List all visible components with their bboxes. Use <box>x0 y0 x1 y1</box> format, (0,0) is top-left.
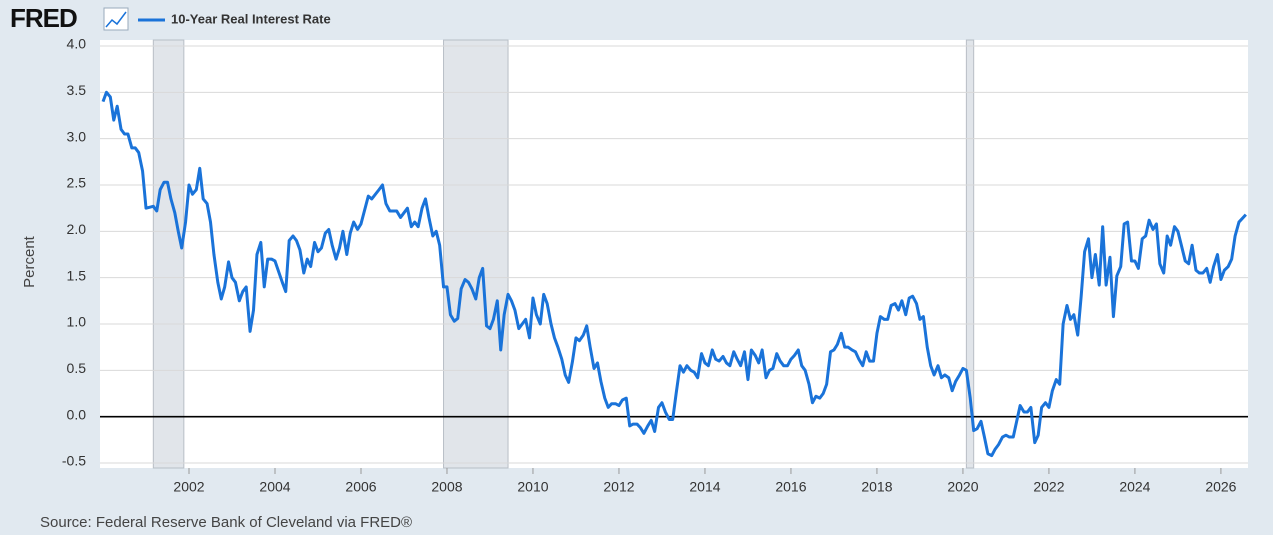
y-tick-label: 0.0 <box>67 406 87 422</box>
y-tick-label: -0.5 <box>62 453 86 469</box>
y-tick-label: 1.5 <box>67 267 87 283</box>
x-tick-label: 2016 <box>775 479 806 495</box>
x-tick-label: 2018 <box>861 479 892 495</box>
y-tick-label: 1.0 <box>67 314 87 330</box>
x-tick-label: 2020 <box>947 479 978 495</box>
x-tick-label: 2002 <box>173 479 204 495</box>
plot-area <box>100 40 1248 468</box>
x-tick-label: 2014 <box>689 479 720 495</box>
series-line <box>101 90 1247 458</box>
x-tick-label: 2022 <box>1033 479 1064 495</box>
recession-band <box>152 39 185 469</box>
recession-band <box>443 39 509 469</box>
y-tick-label: 3.0 <box>67 128 87 144</box>
y-tick-label: 2.5 <box>67 175 87 191</box>
y-axis-label: Percent <box>21 235 38 288</box>
x-tick-label: 2008 <box>431 479 462 495</box>
legend-label: 10-Year Real Interest Rate <box>171 11 331 26</box>
x-tick-label: 2026 <box>1205 479 1236 495</box>
x-tick-label: 2004 <box>259 479 290 495</box>
logo-icon <box>103 7 129 31</box>
x-tick-label: 2012 <box>603 479 634 495</box>
logo[interactable]: FRED <box>10 3 78 33</box>
x-tick-label: 2006 <box>345 479 376 495</box>
y-tick-label: 2.0 <box>67 221 87 237</box>
y-tick-label: 0.5 <box>67 360 87 376</box>
y-tick-label: 4.0 <box>67 36 87 52</box>
y-tick-label: 3.5 <box>67 82 87 98</box>
source: Source: Federal Reserve Bank of Clevelan… <box>40 514 412 531</box>
x-tick-label: 2010 <box>517 479 548 495</box>
x-tick-label: 2024 <box>1119 479 1150 495</box>
recession-band <box>965 39 975 469</box>
